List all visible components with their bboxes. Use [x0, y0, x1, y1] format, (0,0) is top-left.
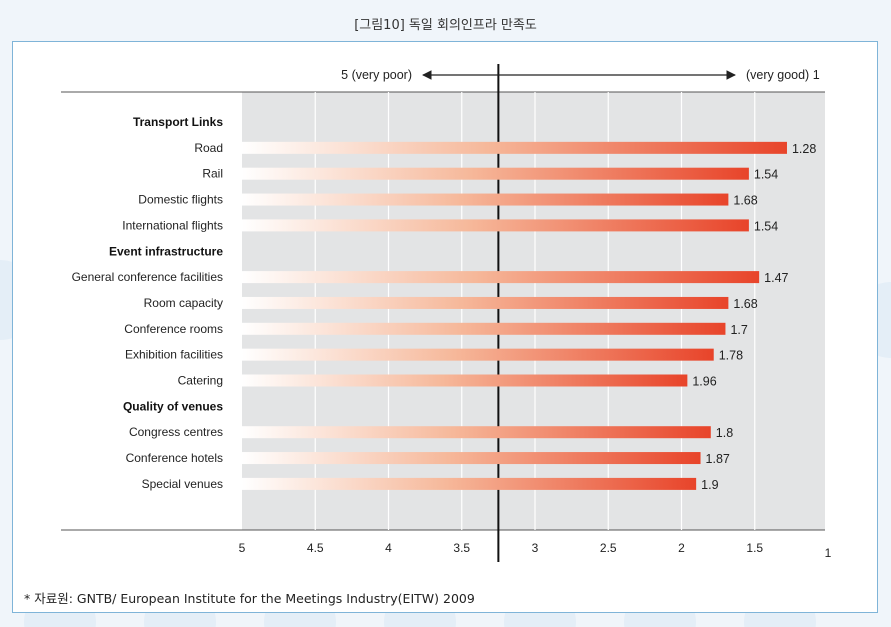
data-label: 1.68 — [733, 297, 757, 311]
plot-background — [242, 92, 825, 530]
bar-chart: 5 (very poor) (very good) 1 Transport Link… — [61, 64, 832, 562]
bar — [242, 219, 749, 232]
arrow-right-label: (very good) 1 — [746, 68, 820, 82]
bars — [242, 141, 787, 490]
x-tick-label: 5 — [239, 541, 246, 555]
category-label: Exhibition facilities — [125, 348, 223, 362]
bar — [242, 348, 714, 361]
x-tick-label: 1.5 — [746, 541, 763, 555]
bar — [242, 167, 749, 180]
arrow-left-label: 5 (very poor) — [341, 68, 412, 82]
x-tick-label: 4.5 — [307, 541, 324, 555]
chart-card: 5 (very poor) (very good) 1 Transport Link… — [12, 41, 878, 613]
x-tick-label: 2.5 — [600, 541, 617, 555]
data-label: 1.68 — [733, 194, 757, 208]
bar — [242, 193, 729, 206]
figure-caption: [그림10] 독일 회의인프라 만족도 — [354, 18, 537, 33]
data-label: 1.28 — [792, 142, 816, 156]
bar — [242, 477, 697, 490]
bar — [242, 426, 711, 439]
category-label: Domestic flights — [138, 193, 223, 207]
group-label: Transport Links — [133, 115, 223, 129]
category-label: International flights — [122, 218, 223, 232]
source-footnote: * 자료원: GNTB/ European Institute for the … — [24, 591, 475, 606]
data-label: 1.8 — [716, 426, 733, 440]
category-label: Congress centres — [129, 425, 223, 439]
group-label: Quality of venues — [123, 399, 223, 413]
plot-area — [242, 92, 825, 530]
category-label: Conference hotels — [126, 451, 223, 465]
category-label: General conference facilities — [72, 270, 223, 284]
x-tick-label: 1 — [825, 546, 832, 560]
data-label: 1.78 — [719, 349, 743, 363]
group-label: Event infrastructure — [109, 244, 223, 258]
data-label: 1.54 — [754, 219, 778, 233]
x-tick-label: 3.5 — [453, 541, 470, 555]
bar — [242, 374, 688, 387]
data-label: 1.96 — [692, 375, 716, 389]
category-label: Rail — [202, 167, 223, 181]
x-tick-label: 2 — [678, 541, 685, 555]
data-label: 1.47 — [764, 271, 788, 285]
bar — [242, 322, 726, 335]
labels: 5 (very poor) (very good) 1 Transport Link… — [72, 68, 832, 560]
data-label: 1.54 — [754, 168, 778, 182]
data-label: 1.7 — [730, 323, 747, 337]
bar — [242, 452, 701, 465]
category-label: Conference rooms — [124, 322, 223, 336]
bar — [242, 271, 760, 284]
data-label: 1.9 — [701, 478, 718, 492]
x-tick-label: 3 — [532, 541, 539, 555]
category-label: Room capacity — [144, 296, 223, 310]
data-label: 1.87 — [706, 452, 730, 466]
category-label: Catering — [178, 374, 223, 388]
x-tick-label: 4 — [385, 541, 392, 555]
bar — [242, 141, 787, 154]
bar — [242, 296, 729, 309]
category-label: Road — [194, 141, 223, 155]
category-label: Special venues — [142, 477, 223, 491]
